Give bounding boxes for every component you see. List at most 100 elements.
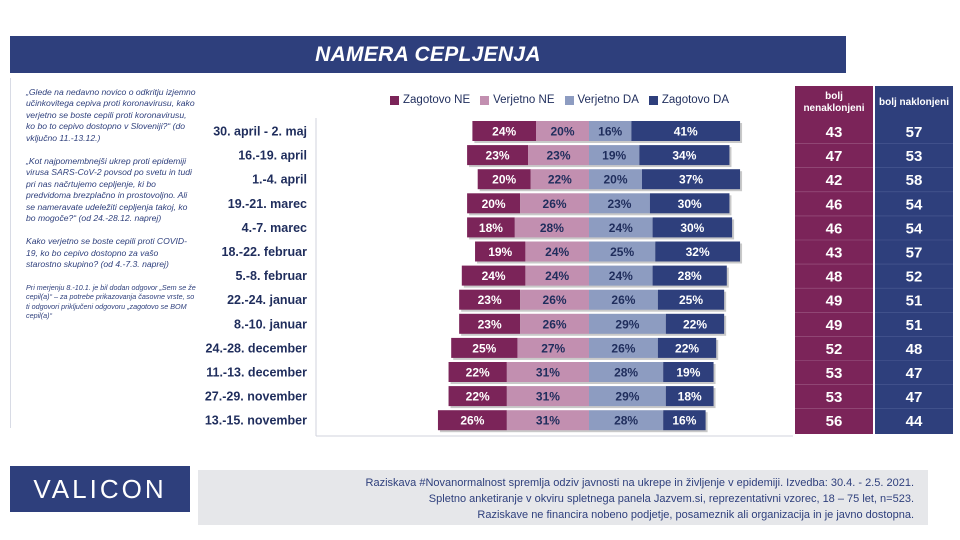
- legend-swatch: [564, 95, 574, 105]
- bar-verjetno-da: [589, 386, 666, 407]
- summary-value-nenaklonjeni: 49: [826, 293, 843, 310]
- data-label-zagotovo-da: 16%: [672, 414, 696, 428]
- bar-zagotovo-da: [631, 121, 741, 141]
- data-label-zagotovo-da: 30%: [680, 221, 704, 235]
- bar-verjetno-ne: [520, 289, 589, 310]
- data-label-zagotovo-da: 22%: [675, 341, 699, 355]
- bar-verjetno-ne: [525, 241, 589, 262]
- data-label-zagotovo-ne: 20%: [482, 197, 506, 211]
- data-label-verjetno-ne: 22%: [548, 173, 572, 187]
- bar-verjetno-da: [589, 313, 666, 334]
- bar-verjetno-ne: [528, 145, 589, 166]
- data-label-zagotovo-ne: 23%: [486, 149, 510, 163]
- data-label-verjetno-ne: 31%: [536, 366, 560, 380]
- methodology-note: Pri merjenju 8.-10.1. je bil dodan odgov…: [26, 282, 196, 321]
- data-label-zagotovo-da: 37%: [679, 173, 703, 187]
- bar-verjetno-ne: [536, 121, 589, 141]
- bar-verjetno-ne: [517, 337, 589, 358]
- data-label-verjetno-da: 25%: [610, 245, 634, 259]
- data-label-verjetno-da: 24%: [609, 269, 633, 283]
- row-label: 22.-24. januar: [227, 293, 307, 307]
- data-label-verjetno-ne: 20%: [550, 125, 574, 139]
- bar-zagotovo-ne: [467, 193, 521, 214]
- row-label: 24.-28. december: [206, 341, 308, 355]
- bar-zagotovo-da: [642, 169, 741, 190]
- bar-zagotovo-da: [652, 265, 727, 286]
- summary-value-nenaklonjeni: 49: [826, 317, 843, 334]
- summary-value-naklonjeni: 58: [906, 172, 923, 189]
- question-text-3: Kako verjetno se boste cepili proti COVI…: [26, 236, 187, 270]
- title-bar: NAMERA CEPLJENJA: [10, 36, 846, 73]
- summary-value-nenaklonjeni: 43: [826, 124, 843, 141]
- data-label-zagotovo-da: 22%: [683, 317, 707, 331]
- bar-verjetno-da: [589, 337, 658, 358]
- bar-verjetno-da: [589, 169, 642, 190]
- summary-value-naklonjeni: 47: [906, 389, 923, 406]
- bar-zagotovo-ne: [448, 362, 507, 382]
- bar-zagotovo-da: [657, 289, 725, 310]
- row-label: 18.-22. februar: [222, 245, 308, 259]
- data-label-zagotovo-ne: 19%: [488, 245, 512, 259]
- data-label-verjetno-ne: 26%: [543, 317, 567, 331]
- legend-label: Verjetno NE: [493, 94, 555, 106]
- bar-verjetno-ne: [506, 362, 589, 382]
- data-label-zagotovo-da: 34%: [672, 149, 696, 163]
- bar-zagotovo-ne: [461, 265, 526, 286]
- summary-value-naklonjeni: 57: [906, 245, 923, 262]
- bar-zagotovo-ne: [475, 241, 526, 262]
- bar-zagotovo-ne: [467, 145, 529, 166]
- data-label-verjetno-da: 20%: [603, 173, 627, 187]
- summary-value-naklonjeni: 54: [906, 220, 923, 237]
- column-bolj-nenaklonjeni: [795, 120, 873, 434]
- row-label: 19.-21. marec: [228, 197, 307, 211]
- question-text-2: „Kot najpomembnejši ukrep proti epidemij…: [26, 156, 192, 224]
- bar-zagotovo-da: [649, 193, 730, 214]
- data-label-zagotovo-ne: 24%: [492, 125, 516, 139]
- data-label-verjetno-ne: 27%: [541, 341, 565, 355]
- bar-zagotovo-da: [655, 241, 741, 262]
- data-label-zagotovo-ne: 22%: [466, 366, 490, 380]
- data-label-zagotovo-ne: 20%: [492, 173, 516, 187]
- row-label: 1.-4. april: [252, 173, 307, 187]
- footer-line-1: Raziskava #Novanormalnost spremlja odziv…: [365, 477, 914, 489]
- bar-zagotovo-da: [639, 145, 730, 166]
- bar-zagotovo-ne: [467, 217, 515, 238]
- data-label-verjetno-da: 23%: [607, 197, 631, 211]
- legend-item-zagotovo-ne: Zagotovo NE: [390, 94, 470, 106]
- legend-label: Verjetno DA: [577, 94, 639, 106]
- bar-zagotovo-da: [665, 313, 725, 334]
- data-label-zagotovo-da: 32%: [686, 245, 710, 259]
- data-label-verjetno-ne: 26%: [543, 293, 567, 307]
- logo-text: VALICON: [33, 473, 167, 504]
- data-label-zagotovo-da: 41%: [674, 125, 698, 139]
- bar-zagotovo-ne: [448, 386, 507, 407]
- legend-item-verjetno-ne: Verjetno NE: [480, 94, 555, 106]
- data-label-zagotovo-ne: 24%: [482, 269, 506, 283]
- column-bolj-naklonjeni: [875, 120, 953, 434]
- data-label-verjetno-da: 29%: [615, 390, 639, 404]
- summary-value-naklonjeni: 54: [906, 196, 923, 213]
- summary-value-nenaklonjeni: 43: [826, 245, 843, 262]
- bar-verjetno-da: [589, 193, 650, 214]
- data-label-verjetno-ne: 31%: [536, 390, 560, 404]
- legend-swatch: [648, 95, 658, 105]
- bar-verjetno-da: [589, 145, 640, 166]
- data-label-verjetno-da: 26%: [611, 293, 635, 307]
- bar-verjetno-ne: [520, 313, 589, 334]
- bar-verjetno-da: [589, 121, 632, 141]
- bar-zagotovo-ne: [459, 289, 521, 310]
- bar-verjetno-ne: [514, 217, 589, 238]
- data-label-verjetno-da: 24%: [609, 221, 633, 235]
- summary-value-naklonjeni: 53: [906, 148, 923, 165]
- bar-zagotovo-ne: [451, 337, 518, 358]
- data-label-zagotovo-ne: 23%: [478, 317, 502, 331]
- legend-item-verjetno-da: Verjetno DA: [564, 94, 639, 106]
- page-title: NAMERA CEPLJENJA: [315, 42, 541, 66]
- legend-label: Zagotovo DA: [661, 94, 729, 106]
- row-label: 13.-15. november: [205, 414, 307, 428]
- data-label-verjetno-da: 16%: [598, 125, 622, 139]
- bar-zagotovo-ne: [472, 121, 536, 141]
- legend-swatch: [480, 95, 490, 105]
- footer-line-2: Spletno anketiranje v okviru spletnega p…: [428, 493, 914, 505]
